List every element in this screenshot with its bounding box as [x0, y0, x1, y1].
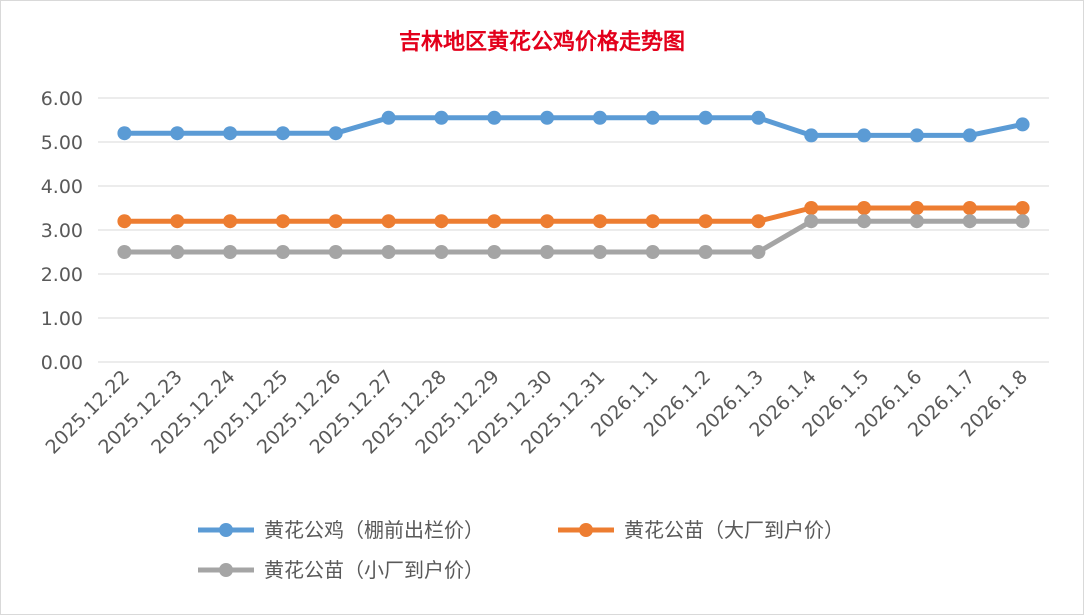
- x-axis-tick-labels: 2025.12.222025.12.232025.12.242025.12.25…: [41, 366, 1032, 458]
- series: [117, 214, 1030, 259]
- data-point: [328, 214, 343, 229]
- data-point: [223, 214, 238, 229]
- data-point: [1015, 117, 1030, 132]
- data-point: [487, 110, 502, 125]
- legend-marker: [579, 523, 593, 537]
- data-point: [434, 245, 449, 259]
- data-point: [592, 214, 607, 229]
- data-point: [751, 245, 766, 259]
- y-axis-tick-labels: 0.00 1.00 2.00 3.00 4.00 5.00 6.00: [41, 88, 83, 374]
- data-point: [645, 110, 660, 125]
- data-point: [275, 245, 290, 259]
- gridlines: [98, 97, 1049, 363]
- data-point: [1015, 214, 1030, 229]
- data-point: [751, 110, 766, 125]
- data-point: [223, 126, 238, 141]
- legend-marker: [219, 523, 233, 537]
- data-point: [857, 128, 872, 143]
- data-point: [804, 214, 819, 229]
- y-tick-label: 3.00: [41, 220, 83, 242]
- data-point: [434, 110, 449, 125]
- series: [117, 110, 1030, 143]
- y-tick-label: 2.00: [41, 264, 83, 286]
- data-point: [540, 110, 555, 125]
- data-point: [645, 245, 660, 259]
- data-point: [909, 128, 924, 143]
- legend-item: 黄花公苗（小厂到户价）: [198, 558, 484, 582]
- legend-label: 黄花公苗（大厂到户价）: [624, 518, 844, 542]
- y-tick-label: 1.00: [41, 308, 83, 330]
- data-point: [275, 214, 290, 229]
- data-point: [857, 214, 872, 229]
- series-line: [121, 115, 1026, 138]
- data-point: [540, 245, 555, 259]
- data-point: [909, 201, 924, 215]
- data-point: [857, 201, 872, 215]
- data-point: [434, 214, 449, 229]
- data-point: [540, 214, 555, 229]
- data-point: [170, 245, 185, 259]
- data-point: [381, 110, 396, 125]
- series-line: [121, 205, 1026, 224]
- series-line: [121, 218, 1026, 255]
- data-point: [275, 126, 290, 141]
- data-point: [487, 214, 502, 229]
- data-point: [223, 245, 238, 259]
- legend-item: 黄花公鸡（棚前出栏价）: [198, 518, 484, 542]
- legend-label: 黄花公鸡（棚前出栏价）: [264, 518, 484, 542]
- data-point: [328, 126, 343, 141]
- data-point: [698, 214, 713, 229]
- data-point: [487, 245, 502, 259]
- data-point: [698, 245, 713, 259]
- legend-label: 黄花公苗（小厂到户价）: [264, 558, 484, 582]
- data-point: [751, 214, 766, 229]
- data-point: [962, 128, 977, 143]
- series-lines: [117, 110, 1030, 259]
- legend-marker: [219, 563, 233, 577]
- chart-title: 吉林地区黄花公鸡价格走势图: [399, 29, 685, 55]
- data-point: [117, 126, 132, 141]
- data-point: [117, 245, 132, 259]
- y-tick-label: 4.00: [41, 176, 83, 198]
- data-point: [645, 214, 660, 229]
- data-point: [381, 214, 396, 229]
- data-point: [170, 214, 185, 229]
- data-point: [698, 110, 713, 125]
- data-point: [328, 245, 343, 259]
- data-point: [909, 214, 924, 229]
- legend-item: 黄花公苗（大厂到户价）: [558, 518, 844, 542]
- data-point: [962, 214, 977, 229]
- data-point: [170, 126, 185, 141]
- data-point: [962, 201, 977, 215]
- data-point: [804, 128, 819, 143]
- legend: 黄花公鸡（棚前出栏价） 黄花公苗（大厂到户价） 黄花公苗（小厂到户价）: [198, 518, 844, 582]
- data-point: [592, 245, 607, 259]
- data-point: [117, 214, 132, 229]
- series: [117, 201, 1030, 229]
- y-tick-label: 5.00: [41, 132, 83, 154]
- data-point: [1015, 201, 1030, 215]
- data-point: [381, 245, 396, 259]
- y-tick-label: 0.00: [41, 352, 83, 374]
- y-tick-label: 6.00: [41, 88, 83, 110]
- data-point: [592, 110, 607, 125]
- data-point: [804, 201, 819, 215]
